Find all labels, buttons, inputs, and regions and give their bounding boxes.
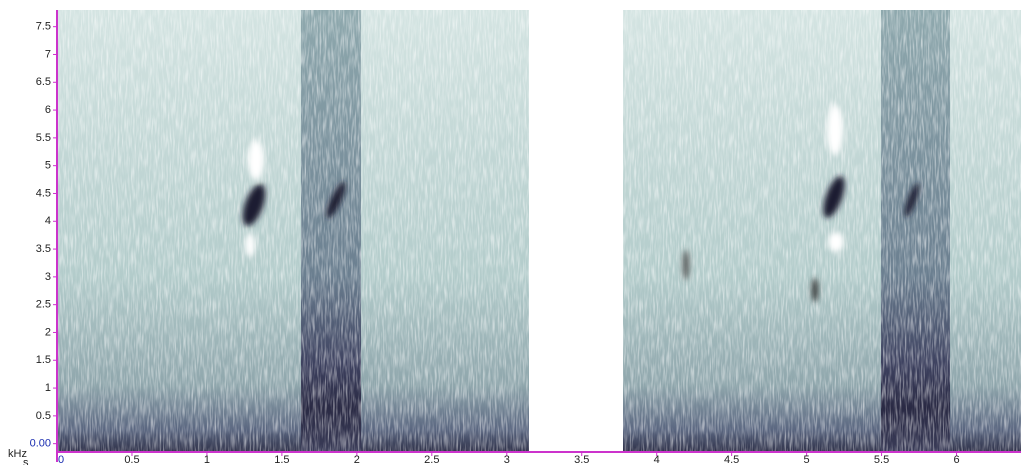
x-tick-label: 4 — [654, 454, 660, 465]
highlight — [827, 105, 843, 155]
x-axis-label: s — [23, 457, 29, 465]
x-tick-label: 0.5 — [124, 454, 139, 465]
y-tick-label: 5 — [45, 160, 51, 172]
x-tick-label: 3.5 — [574, 454, 589, 465]
y-tick-label: 5.5 — [36, 132, 51, 144]
y-tick-label: 2 — [45, 326, 51, 338]
y-tick-label: 7.5 — [36, 21, 51, 33]
y-tick-label: 1 — [45, 382, 51, 394]
highlight — [245, 233, 255, 257]
x-tick-label: 6 — [953, 454, 959, 465]
y-tick-label: 3.5 — [36, 243, 51, 255]
x-tick-label: 5 — [804, 454, 810, 465]
x-tick-label: 3 — [504, 454, 510, 465]
y-tick-label: 1.5 — [36, 354, 51, 366]
call — [812, 278, 818, 302]
y-tick-label: 2.5 — [36, 299, 51, 311]
call — [326, 181, 346, 219]
noise — [57, 10, 529, 452]
y-tick-label: 6 — [45, 104, 51, 116]
spectrogram — [57, 10, 1021, 452]
y-tick-label: 4.5 — [36, 187, 51, 199]
x-tick-label: 5.5 — [874, 454, 889, 465]
noise — [623, 10, 1021, 452]
call — [823, 176, 845, 218]
y-tick-label: 3 — [45, 271, 51, 283]
highlight — [248, 140, 264, 180]
x-tick-label: 1.5 — [274, 454, 289, 465]
highlight — [828, 232, 844, 252]
x-tick-label: 0 — [58, 454, 64, 465]
calls — [242, 105, 920, 302]
y-tick-label: 0.00 — [30, 438, 51, 450]
x-tick-label: 4.5 — [724, 454, 739, 465]
y-tick-label: 6.5 — [36, 76, 51, 88]
y-tick-label: 4 — [45, 215, 51, 227]
y-axis-label: kHz — [8, 448, 27, 460]
x-tick-label: 1 — [204, 454, 210, 465]
call — [242, 184, 266, 226]
x-tick-label: 2.5 — [424, 454, 439, 465]
call — [904, 183, 920, 217]
y-tick-label: 0.5 — [36, 410, 51, 422]
x-tick-label: 2 — [354, 454, 360, 465]
call — [683, 250, 689, 280]
y-tick-label: 7 — [45, 48, 51, 60]
